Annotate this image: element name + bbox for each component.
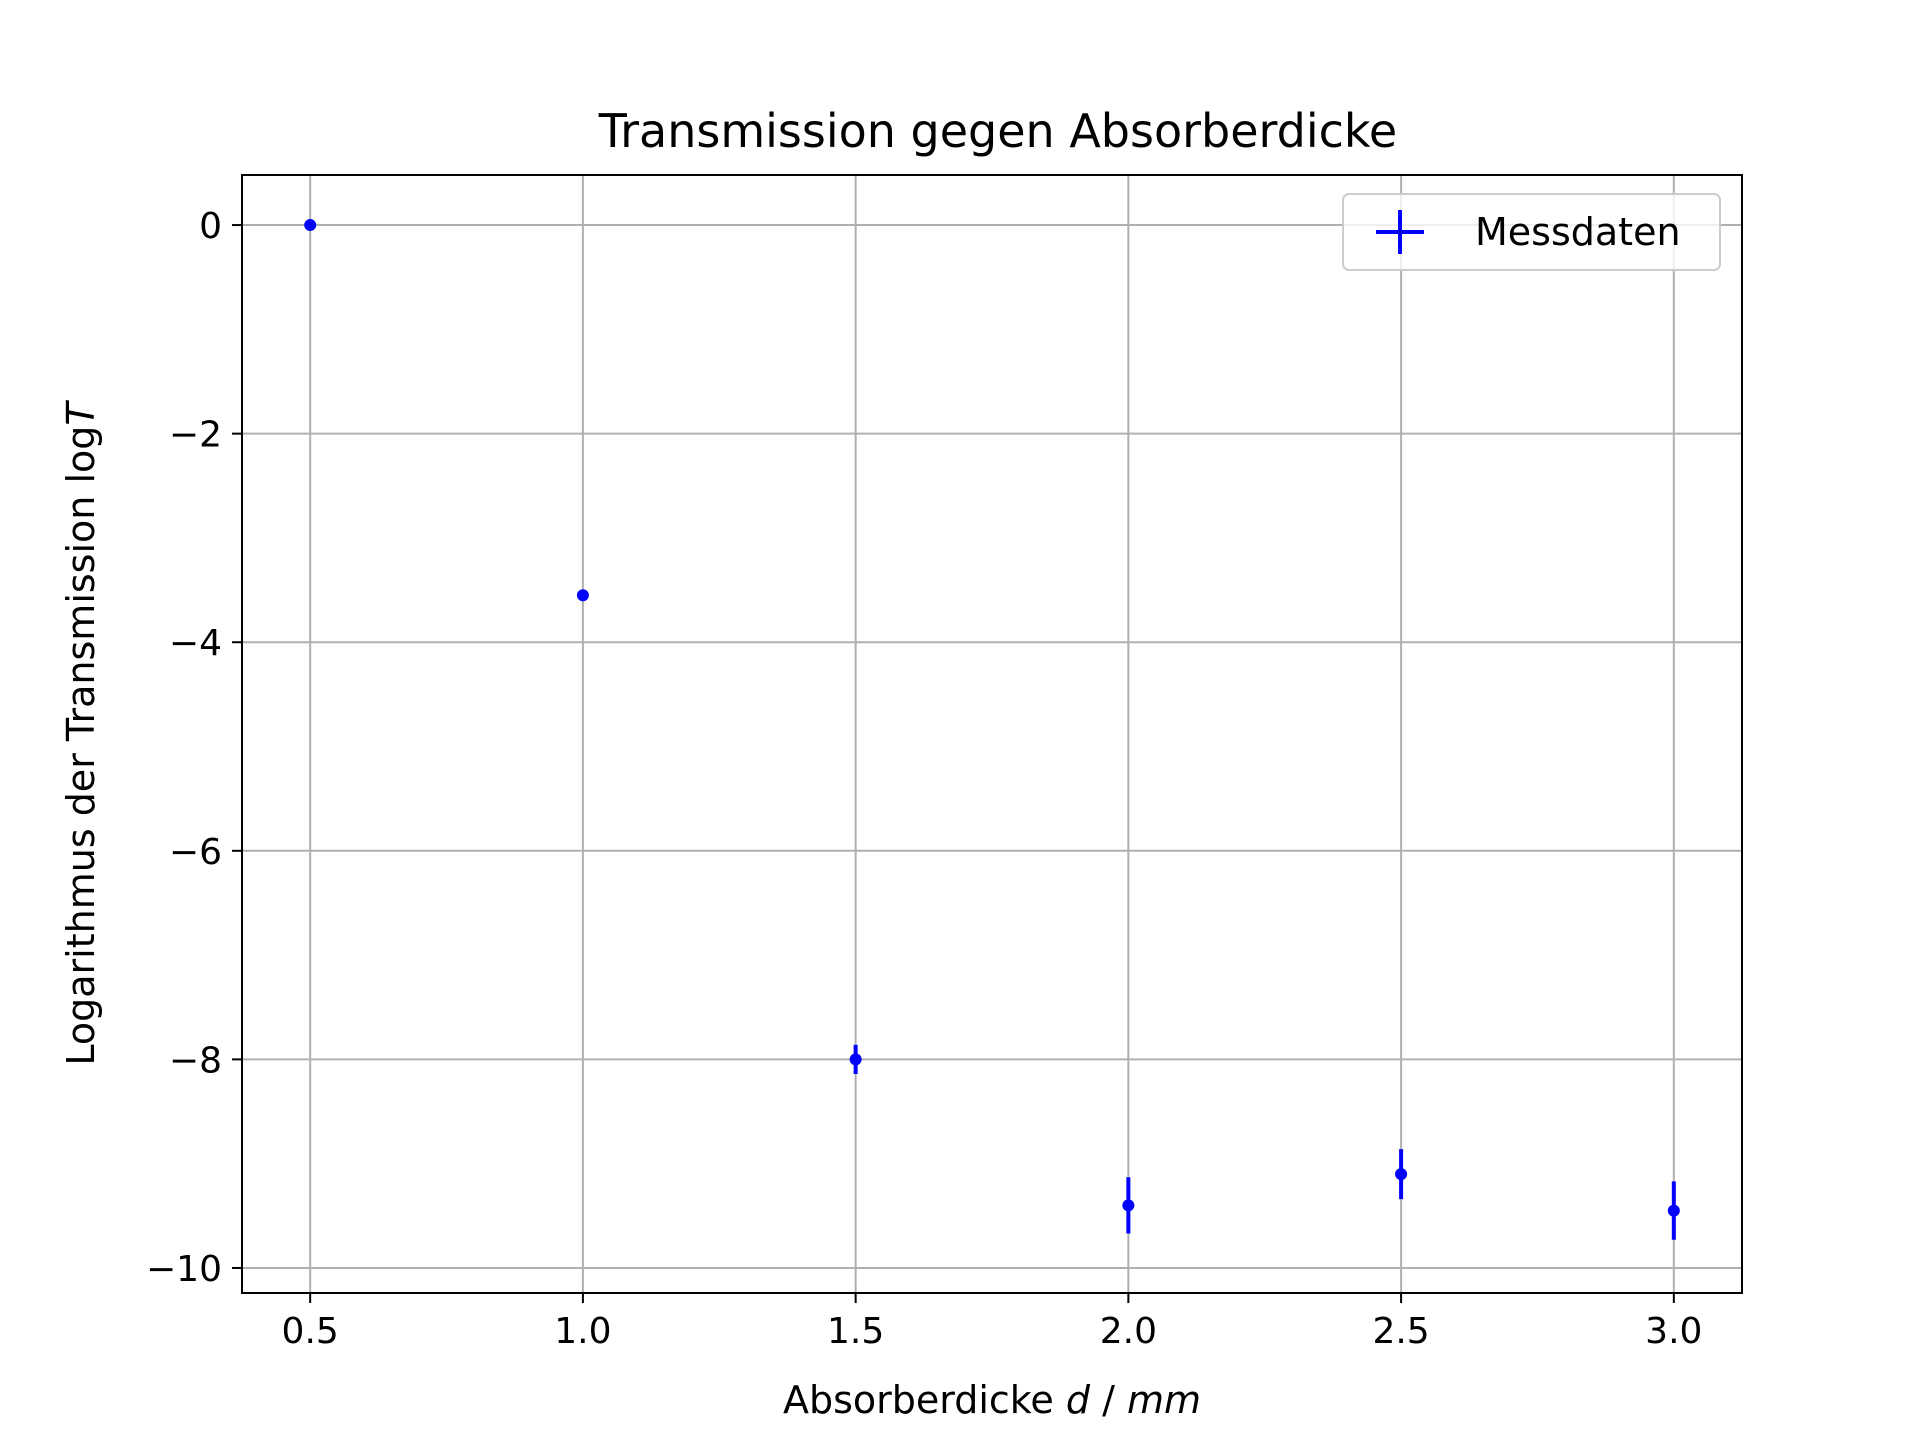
y-tick-label: −8	[169, 1040, 222, 1081]
y-tick-label: −4	[169, 623, 222, 664]
data-point	[1667, 1204, 1680, 1217]
y-tick-label: −6	[169, 832, 222, 873]
x-tick-label: 0.5	[282, 1311, 339, 1352]
x-tick-label: 2.0	[1100, 1311, 1157, 1352]
x-ticks: 0.5 1.0 1.5 2.0 2.5 3.0	[282, 1293, 1702, 1352]
y-tick-label: −2	[169, 415, 222, 456]
data-points	[304, 219, 1680, 1217]
legend: Messdaten	[1342, 193, 1721, 271]
y-tick-label: −10	[146, 1249, 222, 1290]
data-point	[1395, 1168, 1408, 1181]
x-tick-label: 1.0	[554, 1311, 611, 1352]
x-axis-label: Absorberdicke d / mm	[783, 1378, 1201, 1422]
grid-lines	[242, 175, 1742, 1293]
x-tick-label: 1.5	[827, 1311, 884, 1352]
y-tick-label: 0	[199, 206, 222, 247]
x-tick-label: 3.0	[1645, 1311, 1702, 1352]
data-point	[304, 219, 317, 232]
x-tick-label: 2.5	[1372, 1311, 1429, 1352]
y-ticks: 0 −2 −4 −6 −8 −10	[146, 206, 242, 1290]
chart-title: Transmission gegen Absorberdicke	[598, 104, 1397, 158]
y-axis-label: Logarithmus der Transmission logT	[59, 400, 103, 1066]
legend-label-messdaten: Messdaten	[1475, 210, 1681, 254]
data-point	[1122, 1199, 1135, 1212]
legend-frame	[1342, 193, 1721, 271]
data-point	[849, 1053, 862, 1066]
data-point	[576, 589, 589, 602]
plot-frame	[241, 174, 1743, 1294]
